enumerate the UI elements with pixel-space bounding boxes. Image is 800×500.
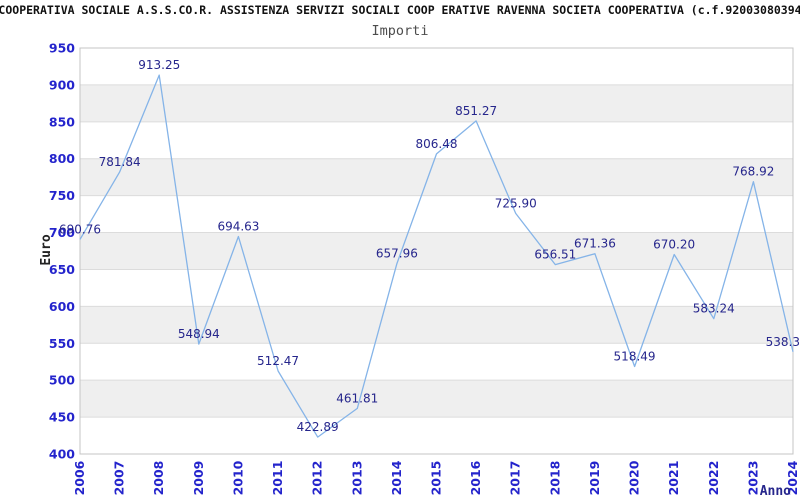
x-tick-label: 2023: [745, 461, 760, 496]
y-tick-label: 400: [49, 447, 75, 462]
x-tick-label: 2024: [785, 460, 800, 495]
y-tick-label: 900: [49, 77, 75, 92]
x-tick-label: 2009: [191, 461, 206, 496]
y-tick-label: 450: [49, 410, 75, 425]
data-point-label: 851.27: [455, 104, 497, 118]
x-tick-label: 2012: [310, 461, 325, 496]
data-point-label: 656.51: [534, 248, 576, 262]
x-tick-label: 2018: [547, 461, 562, 496]
data-point-label: 422.89: [297, 420, 339, 434]
chart-header-title: COOPERATIVA SOCIALE A.S.S.CO.R. ASSISTEN…: [0, 3, 800, 17]
data-point-label: 806.48: [416, 137, 458, 151]
data-point-label: 461.81: [336, 391, 378, 405]
x-tick-label: 2010: [230, 460, 245, 495]
y-tick-label: 700: [49, 225, 75, 240]
x-tick-label: 2022: [706, 461, 721, 496]
x-tick-label: 2013: [349, 461, 364, 496]
y-tick-label: 750: [49, 188, 75, 203]
y-tick-label: 500: [49, 373, 75, 388]
data-point-label: 538.3: [766, 335, 800, 349]
x-tick-label: 2011: [270, 461, 285, 496]
y-tick-label: 650: [49, 262, 75, 277]
x-tick-label: 2017: [508, 461, 523, 496]
data-point-label: 548.94: [178, 327, 220, 341]
plot-border: [79, 47, 794, 455]
y-tick-label: 850: [49, 114, 75, 129]
grid-band: [80, 158, 793, 196]
data-point-label: 690.76: [59, 222, 101, 236]
y-tick-label: 550: [49, 336, 75, 351]
x-tick-label: 2014: [389, 460, 404, 495]
data-point-label: 670.20: [653, 238, 695, 252]
x-tick-label: 2006: [72, 460, 87, 495]
chart-title: Importi: [371, 23, 429, 39]
data-point-label: 512.47: [257, 354, 299, 368]
x-tick-label: 2021: [666, 461, 681, 496]
data-point-label: 781.84: [99, 155, 141, 169]
grid-band: [80, 306, 793, 344]
x-axis-title: Anno: [760, 484, 791, 499]
data-point-label: 913.25: [138, 58, 180, 72]
grid-band: [80, 380, 793, 418]
data-point-label: 671.36: [574, 237, 616, 251]
data-line: [79, 74, 794, 438]
x-tick-label: 2020: [627, 460, 642, 495]
y-axis-title: Euro: [39, 234, 54, 265]
x-tick-label: 2019: [587, 461, 602, 496]
x-tick-label: 2016: [468, 460, 483, 495]
data-point-label: 725.90: [495, 196, 537, 210]
data-point-label: 583.24: [693, 302, 735, 316]
grid-band: [80, 84, 793, 122]
y-tick-label: 950: [49, 41, 75, 56]
y-tick-label: 600: [49, 299, 75, 314]
x-tick-label: 2008: [151, 461, 166, 496]
x-tick-label: 2007: [112, 461, 127, 496]
data-point-label: 694.63: [217, 220, 259, 234]
y-tick-label: 800: [49, 151, 75, 166]
grid-band: [80, 232, 793, 270]
x-tick-label: 2015: [429, 461, 444, 496]
data-point-label: 657.96: [376, 247, 418, 261]
data-point-label: 768.92: [732, 165, 774, 179]
data-point-label: 518.49: [614, 350, 656, 364]
